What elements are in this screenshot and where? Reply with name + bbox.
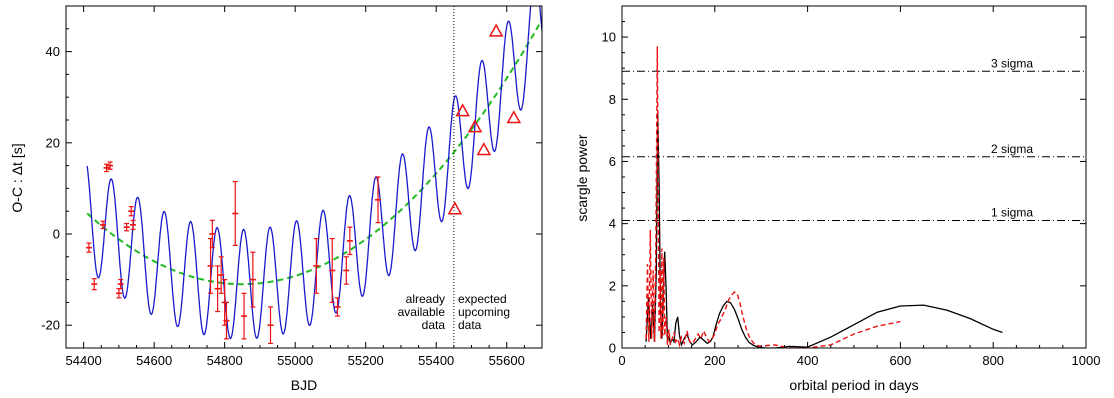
x-tick-label: 55400	[418, 353, 454, 368]
y-tick-label: 6	[609, 154, 616, 169]
expected-point-triangle	[447, 201, 463, 215]
observed-point	[85, 242, 92, 253]
observed-point	[100, 220, 107, 230]
x-tick-label: 800	[982, 353, 1004, 368]
annotation-right-line-2: upcoming	[458, 305, 510, 319]
x-tick-label: 54600	[136, 353, 172, 368]
annotation-right-line-3: data	[458, 318, 482, 332]
observed-point	[232, 180, 239, 246]
red-periodogram-layer	[645, 46, 901, 348]
y-tick-label: 2	[609, 278, 616, 293]
sigma-label: 1 sigma	[991, 206, 1033, 220]
sigma-labels: 3 sigma 2 sigma 1 sigma	[991, 56, 1033, 219]
observed-point	[346, 226, 353, 256]
observed-point	[107, 161, 114, 170]
x-tick-label: 0	[618, 353, 625, 368]
model-curve-layer	[86, 6, 542, 340]
observed-points-layer	[85, 161, 382, 345]
scargle-y-axis-label: scargle power	[574, 134, 590, 221]
x-tick-label: 200	[704, 353, 726, 368]
y-tick-label: 20	[46, 135, 60, 150]
scargle-panel: 0 200 400 600 800 1000 0 2 4 6 8 10 3 sigma 2 sigma 1…	[574, 5, 1101, 393]
x-tick-label: 55600	[489, 353, 525, 368]
annotation-right: expected upcoming data	[458, 292, 510, 332]
y-tick-label: 10	[602, 30, 616, 45]
oc-y-axis-label: O-C : Δt [s]	[9, 143, 25, 212]
expected-points-layer	[447, 23, 522, 215]
observed-point	[223, 301, 230, 340]
oc-panel: 54400 54600 54800 55000 55200 55400 55600 -20 0 2…	[9, 5, 543, 393]
observed-point	[209, 219, 216, 249]
observed-point	[117, 279, 124, 290]
x-tick-label: 54800	[207, 353, 243, 368]
x-tick-label: 55200	[348, 353, 384, 368]
annotation-left-line-3: data	[422, 318, 446, 332]
observed-point	[123, 222, 130, 232]
observed-point	[249, 251, 256, 308]
y-tick-label: 40	[46, 44, 60, 59]
black-periodogram-curve	[645, 111, 1003, 348]
annotation-right-line-1: expected	[458, 292, 507, 306]
red-periodogram-curve	[645, 46, 901, 348]
annotation-left-line-2: available	[398, 305, 446, 319]
expected-point-triangle	[455, 103, 470, 117]
y-tick-label: 0	[53, 227, 60, 242]
observed-point	[218, 256, 225, 294]
black-periodogram-layer	[645, 111, 1003, 348]
x-tick-label: 54400	[66, 353, 102, 368]
trend-curve-layer	[86, 19, 542, 286]
model-curve	[86, 6, 542, 340]
expected-point-triangle	[506, 110, 522, 124]
observed-point	[343, 256, 350, 285]
observed-point	[115, 288, 122, 299]
observed-point	[329, 237, 336, 303]
observed-point	[91, 278, 98, 291]
observed-point	[129, 219, 136, 231]
y-tick-label: 0	[609, 341, 616, 356]
observed-point	[267, 306, 274, 345]
expected-point-triangle	[476, 142, 492, 156]
trend-curve	[86, 19, 542, 286]
sigma-label: 2 sigma	[991, 142, 1033, 156]
expected-point-triangle	[467, 119, 483, 133]
y-tick-label: -20	[41, 318, 60, 333]
observed-point	[241, 292, 248, 340]
oc-x-axis-label: BJD	[291, 377, 317, 393]
x-tick-label: 400	[797, 353, 819, 368]
observed-point	[375, 176, 382, 224]
oc-ticks: 54400 54600 54800 55000 55200 55400 55600 -20 0 2…	[41, 5, 543, 368]
annotation-left-line-1: already	[406, 292, 445, 306]
x-tick-label: 1000	[1072, 353, 1101, 368]
x-tick-label: 55000	[277, 353, 313, 368]
observed-point	[128, 206, 135, 217]
observed-point	[334, 297, 341, 317]
oc-plot-frame	[65, 5, 543, 349]
scargle-ticks: 0 200 400 600 800 1000 0 2 4 6 8 10	[602, 5, 1101, 368]
observed-point	[313, 237, 320, 294]
y-tick-label: 8	[609, 92, 616, 107]
scargle-x-axis-label: orbital period in days	[789, 377, 918, 393]
expected-point-triangle	[488, 23, 504, 37]
sigma-lines-layer	[622, 70, 1086, 222]
x-tick-label: 600	[890, 353, 912, 368]
sigma-label: 3 sigma	[991, 56, 1033, 70]
observed-point	[214, 265, 221, 313]
observed-point	[103, 163, 110, 173]
y-tick-label: 4	[609, 216, 616, 231]
annotation-left: already available data	[398, 292, 446, 332]
